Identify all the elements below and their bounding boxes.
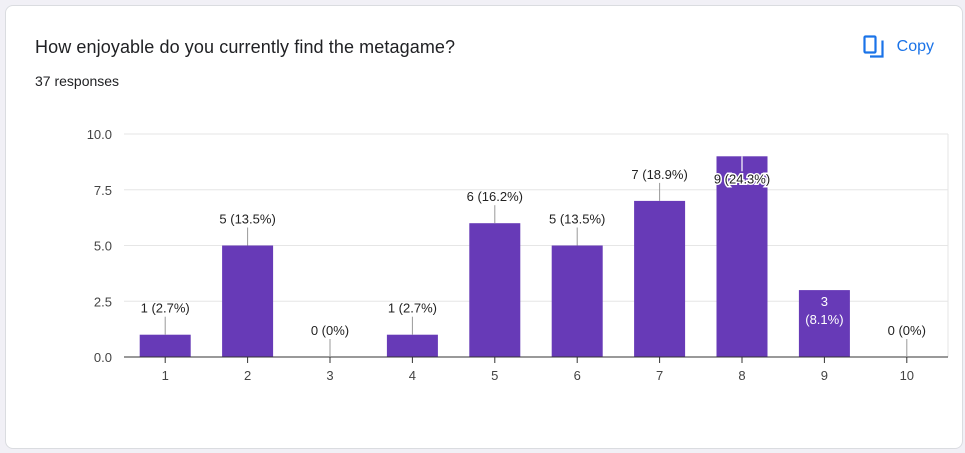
copy-icon [863, 35, 885, 59]
data-label: 0 (0%) [888, 323, 926, 338]
x-tick-label: 4 [409, 368, 416, 383]
x-tick-label: 3 [326, 368, 333, 383]
x-tick-label: 1 [162, 368, 169, 383]
x-tick-label: 10 [900, 368, 914, 383]
bar [222, 245, 274, 357]
data-label: 3 [821, 294, 828, 309]
data-label: 1 (2.7%) [141, 301, 190, 316]
y-tick-label: 7.5 [94, 183, 112, 198]
data-label: 5 (13.5%) [219, 212, 275, 227]
data-label: 5 (13.5%) [549, 212, 605, 227]
data-label: 1 (2.7%) [388, 301, 437, 316]
x-tick-label: 7 [656, 368, 663, 383]
bar [634, 200, 686, 357]
y-tick-label: 2.5 [94, 294, 112, 309]
bar [551, 245, 603, 357]
bar [798, 290, 850, 357]
data-label: 0 (0%) [311, 323, 349, 338]
x-tick-label: 8 [738, 368, 745, 383]
bar [139, 334, 191, 357]
y-tick-label: 0.0 [94, 350, 112, 365]
response-count: 37 responses [35, 73, 120, 89]
copy-button-label: Copy [896, 38, 934, 55]
data-label: 9 (24.3%) [714, 171, 770, 186]
question-title: How enjoyable do you currently find the … [35, 37, 456, 57]
y-tick-label: 5.0 [94, 239, 112, 254]
copy-button[interactable]: Copy [857, 30, 940, 64]
bar [386, 334, 438, 357]
bar [716, 156, 768, 357]
x-tick-label: 6 [574, 368, 581, 383]
bar [469, 223, 521, 357]
data-label: 7 (18.9%) [631, 167, 687, 182]
data-label: (8.1%) [805, 312, 843, 327]
x-tick-label: 5 [491, 368, 498, 383]
y-tick-label: 10.0 [87, 127, 112, 142]
x-tick-label: 2 [244, 368, 251, 383]
data-label: 6 (16.2%) [467, 189, 523, 204]
x-tick-label: 9 [821, 368, 828, 383]
